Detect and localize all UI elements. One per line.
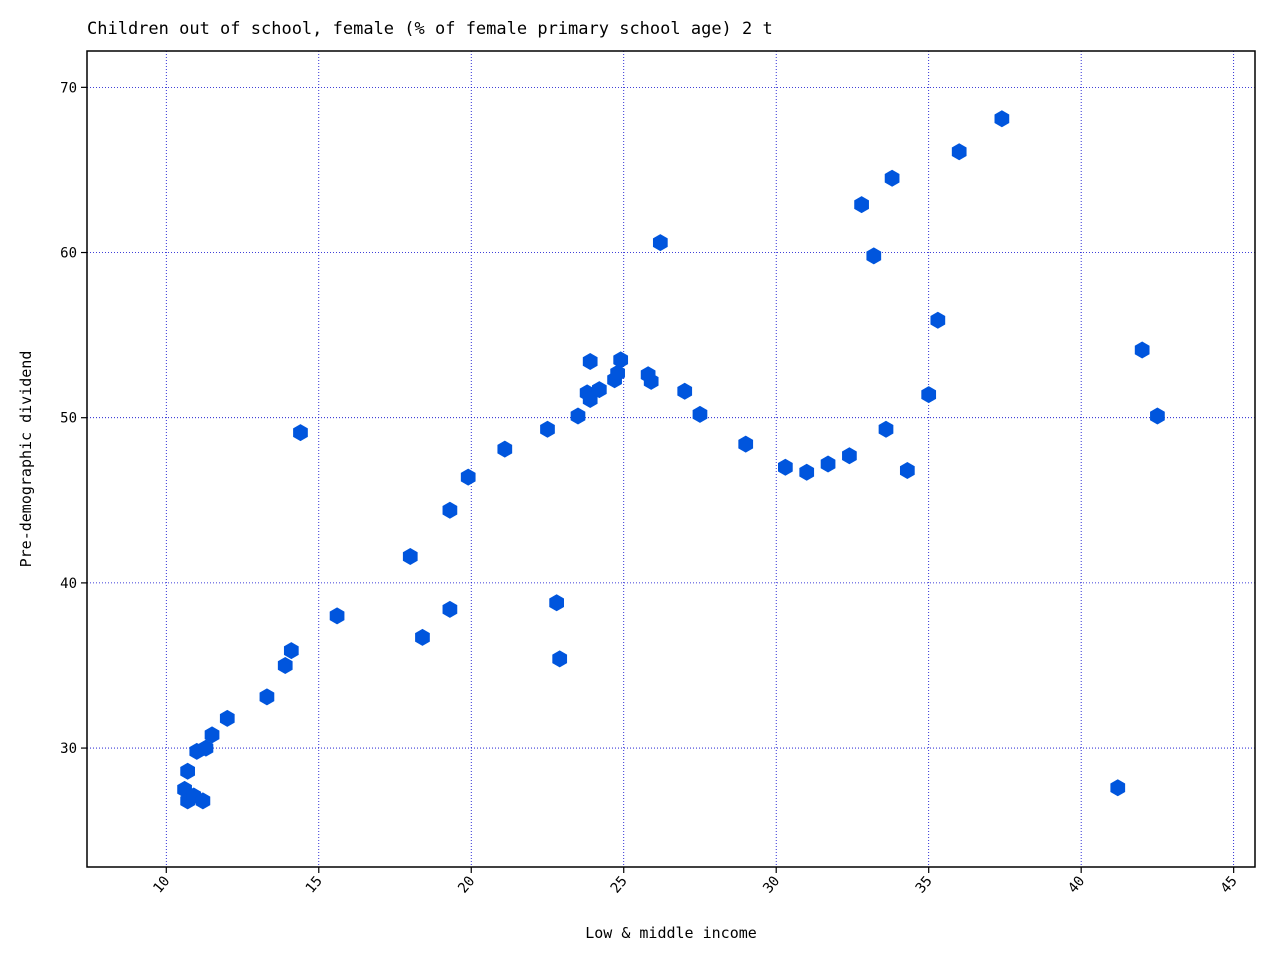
y-tick-label: 70	[60, 80, 77, 96]
y-tick-label: 50	[60, 411, 77, 427]
data-point	[799, 463, 815, 481]
x-axis-label: Low & middle income	[585, 924, 757, 942]
data-point	[277, 656, 293, 674]
data-point	[219, 709, 235, 727]
x-tick-label: 45	[1218, 873, 1241, 896]
data-point	[591, 381, 607, 399]
points-layer	[177, 110, 1165, 810]
data-point	[180, 762, 195, 780]
data-point	[198, 739, 214, 757]
data-point	[842, 447, 857, 465]
x-tick-label: 40	[1065, 873, 1088, 896]
x-tick-label: 25	[608, 873, 631, 896]
data-point	[921, 386, 937, 404]
data-point	[677, 382, 693, 400]
data-point	[293, 424, 308, 442]
y-axis: 30 40 50 60 70	[60, 80, 87, 757]
chart-title: Children out of school, female (% of fem…	[87, 19, 773, 39]
data-point	[884, 169, 900, 187]
y-tick-label: 40	[60, 576, 77, 592]
data-point	[283, 642, 299, 660]
data-point	[930, 311, 946, 329]
data-point	[442, 600, 458, 618]
y-tick-label: 60	[60, 246, 77, 262]
x-axis: 10 15 20 25 30 35 40 45	[150, 867, 1241, 896]
data-point	[582, 391, 598, 409]
data-point	[866, 247, 882, 265]
data-point	[460, 468, 476, 486]
data-point	[778, 458, 793, 476]
data-point	[899, 462, 915, 480]
data-point	[652, 234, 668, 252]
data-point	[549, 594, 564, 612]
data-point	[610, 364, 625, 382]
x-tick-label: 20	[455, 873, 478, 896]
data-point	[951, 143, 967, 161]
x-tick-label: 30	[760, 873, 783, 896]
data-point	[692, 405, 708, 423]
data-point	[329, 607, 345, 625]
x-tick-label: 10	[150, 873, 173, 896]
data-point	[1134, 341, 1150, 359]
data-point	[582, 353, 598, 371]
y-axis-label: Pre-demographic dividend	[17, 351, 35, 568]
data-point	[442, 501, 458, 519]
data-point	[820, 455, 836, 473]
plot-frame	[86, 50, 1256, 868]
grid-layer	[87, 51, 1255, 867]
data-point	[643, 372, 659, 390]
data-point	[540, 420, 555, 438]
data-point	[570, 407, 586, 425]
data-point	[854, 196, 869, 214]
y-tick-label: 30	[60, 741, 77, 757]
data-point	[1150, 407, 1165, 425]
data-point	[552, 650, 568, 668]
data-point	[1110, 779, 1126, 797]
data-point	[994, 110, 1010, 128]
data-point	[402, 547, 418, 565]
x-tick-label: 15	[303, 873, 326, 896]
data-point	[204, 726, 220, 744]
data-point	[259, 688, 275, 706]
data-point	[497, 440, 513, 458]
data-point	[613, 351, 629, 369]
data-point	[878, 420, 894, 438]
data-point	[415, 628, 430, 646]
data-point	[738, 435, 754, 453]
x-tick-label: 35	[913, 873, 936, 896]
data-point	[195, 792, 211, 810]
